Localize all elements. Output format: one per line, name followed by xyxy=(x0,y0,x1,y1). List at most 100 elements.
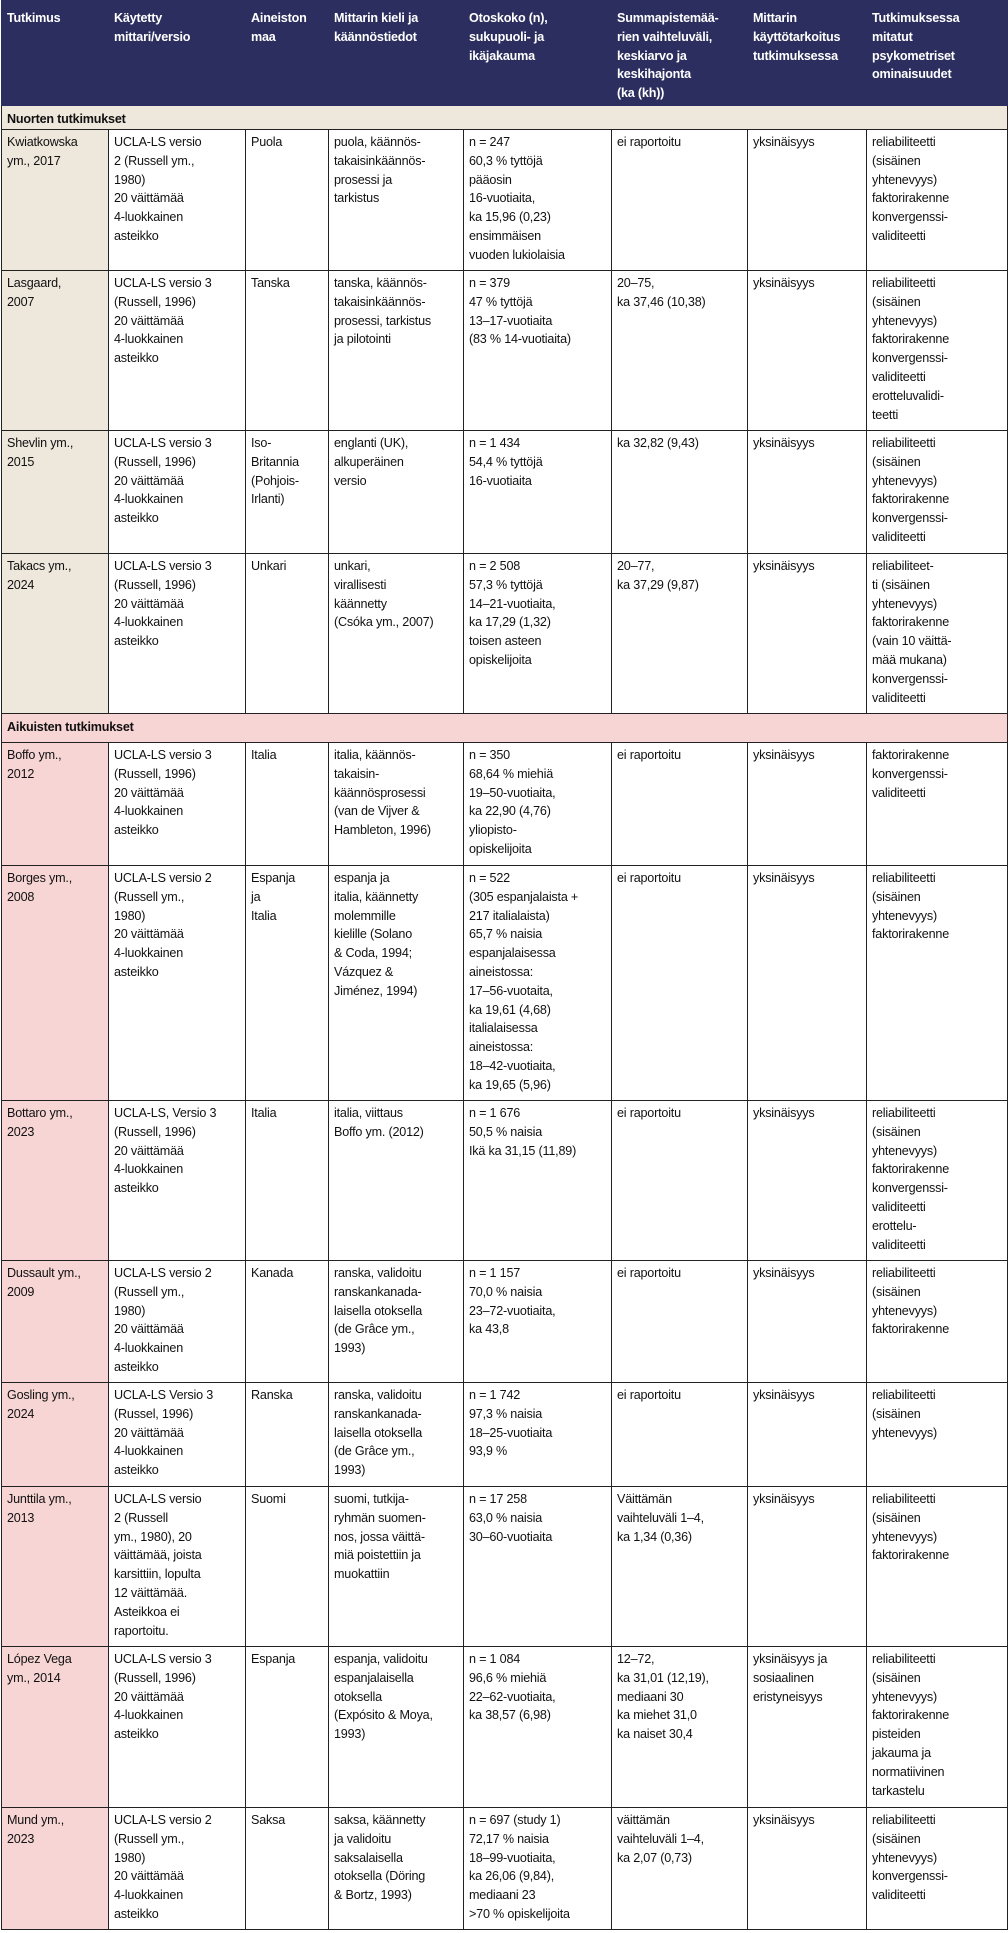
column-header-psychometric-properties: Tutkimuksessa mitatut psykometriset omin… xyxy=(866,0,1008,106)
cell-sample: n = 1 742 97,3 % naisia 18–25-vuotiaita … xyxy=(463,1382,612,1487)
column-header-score-range: Summapistemää- rien vaihteluväli, keskia… xyxy=(611,0,748,106)
cell-instrument-version: UCLA-LS versio 3 (Russell, 1996) 20 väit… xyxy=(108,553,246,714)
table-row: Borges ym., 2008 UCLA-LS versio 2 (Russel… xyxy=(1,865,1008,1101)
cell-purpose: yksinäisyys xyxy=(747,865,867,1101)
cell-language-translation: ranska, validoitu ranskankanada- laisell… xyxy=(328,1382,464,1487)
cell-sample: n = 697 (study 1) 72,17 % naisia 18–99-v… xyxy=(463,1807,612,1930)
cell-score-range: 12–72, ka 31,01 (12,19), mediaani 30 ka … xyxy=(611,1646,748,1808)
cell-purpose: yksinäisyys xyxy=(747,742,867,866)
cell-sample: n = 1 676 50,5 % naisia Ikä ka 31,15 (11… xyxy=(463,1100,612,1261)
cell-psychometric-properties: reliabiliteetti (sisäinen yhtenevyys) ko… xyxy=(866,1807,1008,1930)
section-title: Aikuisten tutkimukset xyxy=(1,713,1008,743)
cell-purpose: yksinäisyys xyxy=(747,1807,867,1930)
cell-psychometric-properties: reliabiliteet- ti (sisäinen yhtenevyys) … xyxy=(866,553,1008,714)
cell-data-country: Suomi xyxy=(245,1486,329,1647)
cell-study: Lasgaard, 2007 xyxy=(1,270,109,431)
cell-sample: n = 1 157 70,0 % naisia 23–72-vuotiaita,… xyxy=(463,1260,612,1383)
cell-psychometric-properties: reliabiliteetti (sisäinen yhtenevyys) fa… xyxy=(866,1260,1008,1383)
cell-score-range: ei raportoitu xyxy=(611,742,748,866)
cell-language-translation: italia, käännös- takaisin- käännösproses… xyxy=(328,742,464,866)
cell-sample: n = 1 084 96,6 % miehiä 22–62-vuotiaita,… xyxy=(463,1646,612,1808)
table-row: Takacs ym., 2024 UCLA-LS versio 3 (Russel… xyxy=(1,553,1008,714)
cell-psychometric-properties: reliabiliteetti (sisäinen yhtenevyys) fa… xyxy=(866,430,1008,554)
cell-sample: n = 1 434 54,4 % tyttöjä 16-vuotiaita xyxy=(463,430,612,554)
cell-sample: n = 247 60,3 % tyttöjä pääosin 16-vuotia… xyxy=(463,129,612,271)
cell-language-translation: englanti (UK), alkuperäinen versio xyxy=(328,430,464,554)
cell-purpose: yksinäisyys xyxy=(747,129,867,271)
column-header-purpose: Mittarin käyttötarkoitus tutkimuksessa xyxy=(747,0,867,106)
cell-score-range: ei raportoitu xyxy=(611,865,748,1101)
table-row: Bottaro ym., 2023 UCLA-LS, Versio 3 (Russ… xyxy=(1,1100,1008,1261)
cell-data-country: Espanja xyxy=(245,1646,329,1808)
cell-score-range: ka 32,82 (9,43) xyxy=(611,430,748,554)
cell-study: Takacs ym., 2024 xyxy=(1,553,109,714)
column-header-instrument-version: Käytetty mittari/versio xyxy=(108,0,246,106)
cell-sample: n = 379 47 % tyttöjä 13–17-vuotiaita (83… xyxy=(463,270,612,431)
cell-score-range: 20–75, ka 37,46 (10,38) xyxy=(611,270,748,431)
cell-psychometric-properties: reliabiliteetti (sisäinen yhtenevyys) xyxy=(866,1382,1008,1487)
cell-psychometric-properties: faktorirakenne konvergenssi- validiteett… xyxy=(866,742,1008,866)
cell-purpose: yksinäisyys xyxy=(747,430,867,554)
cell-language-translation: puola, käännös- takaisinkäännös- prosess… xyxy=(328,129,464,271)
cell-study: Mund ym., 2023 xyxy=(1,1807,109,1930)
cell-sample: n = 2 508 57,3 % tyttöjä 14–21-vuotiaita… xyxy=(463,553,612,714)
cell-study: Kwiatkowska ym., 2017 xyxy=(1,129,109,271)
cell-purpose: yksinäisyys xyxy=(747,1100,867,1261)
table-body: Nuorten tutkimukset Kwiatkowska ym., 2017… xyxy=(1,105,1008,1930)
cell-purpose: yksinäisyys xyxy=(747,1486,867,1647)
cell-score-range: ei raportoitu xyxy=(611,1260,748,1383)
table-row: Shevlin ym., 2015 UCLA-LS versio 3 (Russe… xyxy=(1,430,1008,554)
cell-study: Dussault ym., 2009 xyxy=(1,1260,109,1383)
cell-study: Boffo ym., 2012 xyxy=(1,742,109,866)
cell-data-country: Italia xyxy=(245,1100,329,1261)
cell-instrument-version: UCLA-LS versio 2 (Russell ym., 1980), 20… xyxy=(108,1486,246,1647)
cell-instrument-version: UCLA-LS, Versio 3 (Russell, 1996) 20 väi… xyxy=(108,1100,246,1261)
cell-psychometric-properties: reliabiliteetti (sisäinen yhtenevyys) fa… xyxy=(866,865,1008,1101)
cell-psychometric-properties: reliabiliteetti (sisäinen yhtenevyys) fa… xyxy=(866,1646,1008,1808)
cell-score-range: 20–77, ka 37,29 (9,87) xyxy=(611,553,748,714)
cell-language-translation: ranska, validoitu ranskankanada- laisell… xyxy=(328,1260,464,1383)
cell-instrument-version: UCLA-LS versio 2 (Russell ym., 1980) 20 … xyxy=(108,865,246,1101)
cell-language-translation: unkari, virallisesti käännetty (Csóka ym… xyxy=(328,553,464,714)
cell-instrument-version: UCLA-LS versio 3 (Russell, 1996) 20 väit… xyxy=(108,742,246,866)
cell-score-range: väittämän vaihteluväli 1–4, ka 2,07 (0,7… xyxy=(611,1807,748,1930)
cell-data-country: Espanja ja Italia xyxy=(245,865,329,1101)
cell-psychometric-properties: reliabiliteetti (sisäinen yhtenevyys) fa… xyxy=(866,1486,1008,1647)
cell-purpose: yksinäisyys xyxy=(747,1382,867,1487)
cell-study: Gosling ym., 2024 xyxy=(1,1382,109,1487)
cell-data-country: Iso- Britannia (Pohjois- Irlanti) xyxy=(245,430,329,554)
cell-purpose: yksinäisyys xyxy=(747,270,867,431)
column-header-study: Tutkimus xyxy=(1,0,109,106)
cell-study: Bottaro ym., 2023 xyxy=(1,1100,109,1261)
cell-score-range: Väittämän vaihteluväli 1–4, ka 1,34 (0,3… xyxy=(611,1486,748,1647)
table-row: Dussault ym., 2009 UCLA-LS versio 2 (Russ… xyxy=(1,1260,1008,1383)
section-title: Nuorten tutkimukset xyxy=(1,105,1008,130)
cell-purpose: yksinäisyys xyxy=(747,553,867,714)
table-row: Mund ym., 2023 UCLA-LS versio 2 (Russell … xyxy=(1,1807,1008,1930)
cell-study: Shevlin ym., 2015 xyxy=(1,430,109,554)
cell-instrument-version: UCLA-LS Versio 3 (Russel, 1996) 20 väitt… xyxy=(108,1382,246,1487)
section-row: Aikuisten tutkimukset xyxy=(1,713,1008,743)
table-row: Boffo ym., 2012 UCLA-LS versio 3 (Russell… xyxy=(1,742,1008,866)
cell-language-translation: italia, viittaus Boffo ym. (2012) xyxy=(328,1100,464,1261)
cell-score-range: ei raportoitu xyxy=(611,129,748,271)
cell-score-range: ei raportoitu xyxy=(611,1100,748,1261)
cell-study: Junttila ym., 2013 xyxy=(1,1486,109,1647)
cell-data-country: Italia xyxy=(245,742,329,866)
cell-sample: n = 350 68,64 % miehiä 19–50-vuotiaita, … xyxy=(463,742,612,866)
cell-purpose: yksinäisyys ja sosiaalinen eristyneisyys xyxy=(747,1646,867,1808)
cell-data-country: Unkari xyxy=(245,553,329,714)
cell-data-country: Saksa xyxy=(245,1807,329,1930)
cell-study: Borges ym., 2008 xyxy=(1,865,109,1101)
cell-language-translation: suomi, tutkija- ryhmän suomen- nos, joss… xyxy=(328,1486,464,1647)
cell-instrument-version: UCLA-LS versio 3 (Russell, 1996) 20 väit… xyxy=(108,270,246,431)
cell-sample: n = 522 (305 espanjalaista + 217 italial… xyxy=(463,865,612,1101)
column-header-data-country: Aineiston maa xyxy=(245,0,329,106)
cell-data-country: Puola xyxy=(245,129,329,271)
cell-psychometric-properties: reliabiliteetti (sisäinen yhtenevyys) fa… xyxy=(866,1100,1008,1261)
cell-sample: n = 17 258 63,0 % naisia 30–60-vuotiaita xyxy=(463,1486,612,1647)
table-row: Kwiatkowska ym., 2017 UCLA-LS versio 2 (R… xyxy=(1,129,1008,271)
cell-instrument-version: UCLA-LS versio 2 (Russell ym., 1980) 20 … xyxy=(108,1807,246,1930)
table-row: Gosling ym., 2024 UCLA-LS Versio 3 (Russe… xyxy=(1,1382,1008,1487)
